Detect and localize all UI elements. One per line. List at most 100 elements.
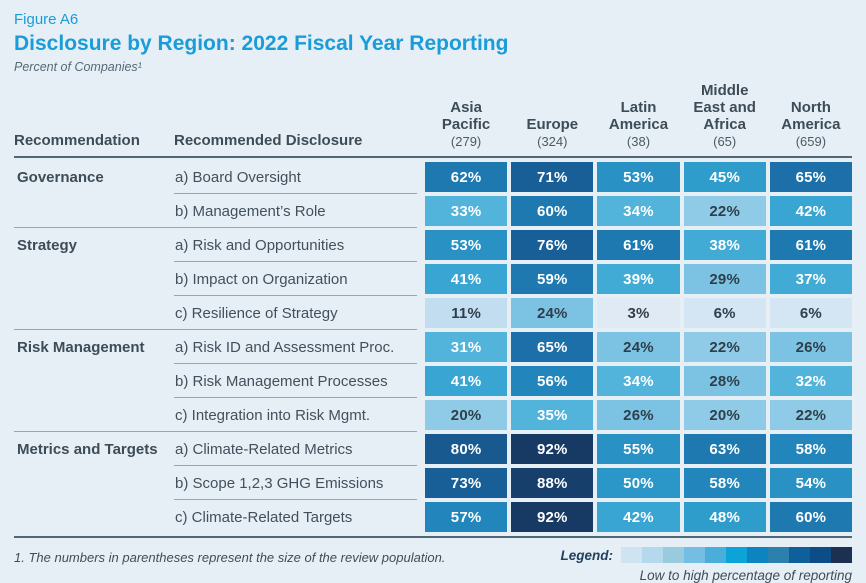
heatmap-cell: 80% bbox=[425, 434, 508, 464]
heatmap-cell: 11% bbox=[425, 298, 508, 328]
row-separator-line bbox=[174, 363, 417, 364]
table-header-row: Recommendation Recommended Disclosure As… bbox=[14, 82, 852, 158]
disclosure-label: b) Risk Management Processes bbox=[175, 372, 388, 390]
heatmap-cell: 65% bbox=[769, 162, 852, 192]
heatmap-cell: 59% bbox=[511, 264, 594, 294]
heatmap-cell: 63% bbox=[683, 434, 766, 464]
figure-header: Figure A6 Disclosure by Region: 2022 Fis… bbox=[0, 0, 866, 74]
region-column-header: North America (659) bbox=[770, 99, 852, 150]
region-name: North America bbox=[781, 99, 841, 133]
table-row: c) Integration into Risk Mgmt. 20% 35% 26% 2… bbox=[14, 397, 852, 430]
heatmap-cell: 24% bbox=[597, 332, 680, 362]
recommendation-group-label bbox=[14, 468, 170, 498]
heatmap-cell: 31% bbox=[425, 332, 508, 362]
heatmap-cell: 76% bbox=[511, 230, 594, 260]
recommendation-group-label: Risk Management bbox=[17, 338, 145, 356]
heatmap-cell: 35% bbox=[511, 400, 594, 430]
heatmap-cell: 32% bbox=[769, 366, 852, 396]
heatmap-cell: 22% bbox=[769, 400, 852, 430]
heatmap-table: Recommendation Recommended Disclosure As… bbox=[14, 82, 852, 532]
region-name: Latin America bbox=[608, 99, 669, 133]
heatmap-cell: 45% bbox=[683, 162, 766, 192]
heatmap-cell: 22% bbox=[683, 196, 766, 226]
heatmap-cell: 54% bbox=[769, 468, 852, 498]
heatmap-cell: 22% bbox=[683, 332, 766, 362]
heatmap-cell: 26% bbox=[597, 400, 680, 430]
recommendation-group-label: Governance bbox=[17, 168, 104, 186]
heatmap-cell: 92% bbox=[511, 434, 594, 464]
figure-number: Figure A6 bbox=[14, 11, 79, 28]
heatmap-cell: 6% bbox=[683, 298, 766, 328]
legend-label: Legend: bbox=[560, 547, 614, 563]
region-column-header: Middle East and Africa (65) bbox=[684, 82, 766, 150]
heatmap-cell: 71% bbox=[511, 162, 594, 192]
legend-swatch bbox=[810, 547, 831, 563]
table-row: b) Management’s Role 33% 60% 34% 22% 42% bbox=[14, 193, 852, 226]
heatmap-cell: 34% bbox=[597, 366, 680, 396]
table-row: Governance a) Board Oversight 62% 71% 53% 45%… bbox=[14, 162, 852, 192]
disclosure-label: a) Risk ID and Assessment Proc. bbox=[175, 338, 395, 356]
table-row: c) Climate-Related Targets 57% 92% 42% 48% 60… bbox=[14, 499, 852, 532]
disclosure-column-header: Recommended Disclosure bbox=[174, 132, 363, 149]
region-name: Europe bbox=[526, 116, 579, 133]
figure-subtitle: Percent of Companies¹ bbox=[14, 60, 142, 74]
row-separator-line bbox=[174, 465, 417, 466]
row-separator-line bbox=[174, 193, 417, 194]
legend-swatch bbox=[663, 547, 684, 563]
row-separator-line bbox=[174, 295, 417, 296]
footnote: 1. The numbers in parentheses represent … bbox=[14, 550, 446, 565]
heatmap-cell: 61% bbox=[597, 230, 680, 260]
heatmap-cell: 41% bbox=[425, 366, 508, 396]
recommendation-group-label bbox=[14, 298, 170, 328]
region-name: Asia Pacific bbox=[441, 99, 491, 133]
legend-swatch bbox=[726, 547, 747, 563]
row-separator-line bbox=[174, 261, 417, 262]
heatmap-cell: 29% bbox=[683, 264, 766, 294]
disclosure-label: c) Resilience of Strategy bbox=[175, 304, 338, 322]
legend: Legend: Low to high percentage of report… bbox=[560, 547, 852, 583]
legend-caption: Low to high percentage of reporting bbox=[639, 568, 852, 583]
recommendation-group-label bbox=[14, 196, 170, 226]
heatmap-cell: 92% bbox=[511, 502, 594, 532]
heatmap-cell: 53% bbox=[597, 162, 680, 192]
recommendation-group-label bbox=[14, 366, 170, 396]
heatmap-cell: 20% bbox=[425, 400, 508, 430]
heatmap-cell: 50% bbox=[597, 468, 680, 498]
table-row: Risk Management a) Risk ID and Assessment… bbox=[14, 329, 852, 362]
disclosure-label: b) Management’s Role bbox=[175, 202, 326, 220]
legend-color-scale bbox=[621, 547, 852, 563]
disclosure-label: a) Climate-Related Metrics bbox=[175, 440, 353, 458]
legend-swatch bbox=[621, 547, 642, 563]
recommendation-group-label: Strategy bbox=[17, 236, 78, 254]
region-population-size: (324) bbox=[537, 134, 568, 149]
legend-swatch bbox=[705, 547, 726, 563]
table-row: Metrics and Targets a) Climate-Related Me… bbox=[14, 431, 852, 464]
region-population-size: (38) bbox=[626, 134, 651, 149]
heatmap-cell: 56% bbox=[511, 366, 594, 396]
heatmap-cell: 3% bbox=[597, 298, 680, 328]
group-separator-line bbox=[14, 329, 417, 330]
heatmap-cell: 53% bbox=[425, 230, 508, 260]
legend-swatch bbox=[768, 547, 789, 563]
legend-swatch bbox=[684, 547, 705, 563]
heatmap-cell: 28% bbox=[683, 366, 766, 396]
heatmap-cell: 26% bbox=[769, 332, 852, 362]
recommendation-group-label: Metrics and Targets bbox=[17, 440, 158, 458]
region-population-size: (65) bbox=[713, 134, 737, 149]
heatmap-cell: 58% bbox=[683, 468, 766, 498]
recommendation-group-label bbox=[14, 502, 170, 532]
heatmap-cell: 39% bbox=[597, 264, 680, 294]
group-separator-line bbox=[14, 227, 417, 228]
legend-swatch bbox=[789, 547, 810, 563]
heatmap-cell: 58% bbox=[769, 434, 852, 464]
disclosure-label: a) Board Oversight bbox=[175, 168, 301, 186]
region-population-size: (659) bbox=[795, 134, 827, 149]
region-column-header: Latin America (38) bbox=[597, 99, 679, 150]
heatmap-cell: 65% bbox=[511, 332, 594, 362]
heatmap-cell: 42% bbox=[769, 196, 852, 226]
table-row: c) Resilience of Strategy 11% 24% 3% 6% 6% bbox=[14, 295, 852, 328]
row-separator-line bbox=[174, 499, 417, 500]
heatmap-cell: 48% bbox=[683, 502, 766, 532]
legend-swatch bbox=[642, 547, 663, 563]
